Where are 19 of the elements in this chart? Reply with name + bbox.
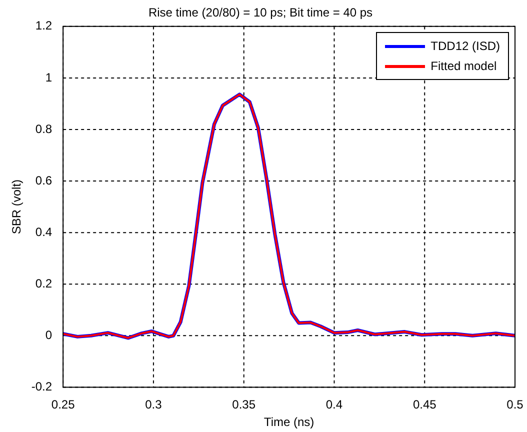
x-axis-title: Time (ns) [264, 415, 314, 430]
y-tick-label: 1.2 [35, 18, 52, 33]
y-tick-label: 0.2 [35, 276, 52, 290]
y-tick-label: -0.2 [31, 380, 52, 394]
y-tick-label: 0.6 [35, 173, 52, 188]
legend-label: TDD12 (ISD) [430, 38, 500, 56]
chart-title: Rise time (20/80) = 10 ps; Bit time = 40 ps [148, 6, 373, 20]
x-tick-label: 0.3 [145, 398, 162, 412]
y-tick-label: 0.8 [35, 122, 52, 136]
y-tick-label: 1 [45, 70, 52, 84]
x-tick-label: 0.5 [506, 398, 524, 412]
y-tick-label: 0.4 [35, 224, 52, 239]
x-tick-label: 0.25 [51, 398, 76, 412]
y-axis-title: SBR (volt) [10, 179, 24, 234]
x-tick-label: 0.45 [412, 398, 437, 412]
legend-label: Fitted model [430, 58, 497, 76]
x-tick-label: 0.4 [326, 398, 343, 412]
y-tick-label: 0 [45, 328, 52, 342]
x-tick-label: 0.35 [232, 398, 256, 412]
